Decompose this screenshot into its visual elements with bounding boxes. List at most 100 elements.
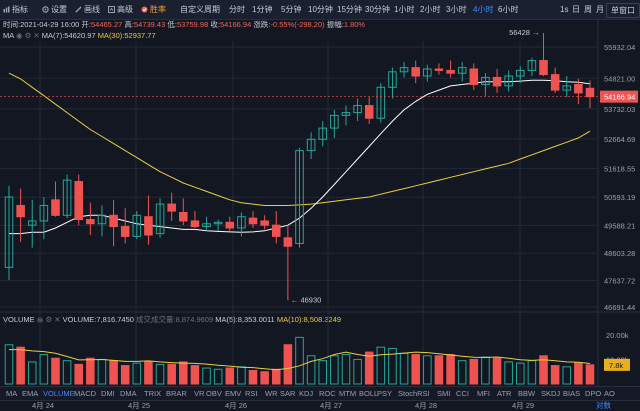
indicator-tab-vr[interactable]: VR [194,389,205,398]
price-tick-label: 47637.72 [604,276,635,285]
price-tick-label: 53732.03 [604,105,635,114]
period-day[interactable]: 日 [572,5,580,14]
volume-ma5-polyline [9,349,591,371]
indicator-tab-psy[interactable]: PSY [377,389,393,398]
indicator-tab-bias[interactable]: BIAS [563,389,581,398]
close-icon[interactable]: ✕ [33,31,40,40]
volume-bar [202,367,211,385]
eye-icon[interactable]: ◉ [15,31,23,40]
volume-bar [283,344,293,385]
period-tab-9[interactable]: 4小时 [473,5,494,14]
period-tab-0[interactable]: 分时 [229,5,245,14]
volume-bar [190,365,200,385]
indicator-tab-wr[interactable]: WR [265,389,278,398]
indicator-tab-boll[interactable]: BOLL [359,389,379,398]
indicator-tab-rsi[interactable]: RSI [245,389,258,398]
price-tick-label: 55932.04 [604,43,635,52]
time-value: 2021-04-29 16:00 [20,20,80,29]
indicator-tab-kdj[interactable]: KDJ [299,389,314,398]
gear-icon[interactable]: ⚙ [24,31,32,40]
price-tick-label: 54821.00 [604,74,635,83]
period-tab-2[interactable]: 5分钟 [281,5,302,14]
period-tab-7[interactable]: 2小时 [420,5,441,14]
volume-bar [295,336,304,385]
indicator-tab-atr[interactable]: ATR [497,389,512,398]
period-tab-8[interactable]: 3小时 [446,5,467,14]
indicator-tab-emv[interactable]: EMV [225,389,242,398]
indicator-tab-dmi[interactable]: DMI [101,389,115,398]
candle-body [167,203,176,212]
indicator-tab-skdj[interactable]: SKDJ [541,389,561,398]
candle-body [423,68,432,77]
volume-bar [527,360,537,385]
period-1s[interactable]: 1s [560,5,569,14]
candle-body [213,221,223,225]
volume-bar [585,364,595,385]
indicator-tab-stochrsi[interactable]: StochRSI [398,389,430,398]
current-price-badge [600,90,638,103]
volume-bar [260,371,269,385]
indicator-tab-sar[interactable]: SAR [280,389,296,398]
custom-period-button[interactable]: 自定义周期 [180,5,220,14]
volume-bar [516,362,525,385]
indicator-tab-dpo[interactable]: DPO [585,389,602,398]
candle-body [364,105,374,119]
price-chart[interactable]: 55932.04 54821.00 53732.03 52664.69 51618.55… [0,0,640,386]
ma7-legend: MA(7):54620.97 [41,31,96,40]
volume-bar [74,363,83,385]
indicator-icon [3,6,10,13]
open-value: 54465.27 [91,20,123,29]
close-label: 收: [210,20,220,29]
candle-body [120,226,130,237]
indicator-tab-mtm[interactable]: MTM [339,389,357,398]
indicator-tab-macd[interactable]: MACD [74,389,97,398]
indicator-tab-roc[interactable]: ROC [319,389,336,398]
period-week[interactable]: 周 [584,5,592,14]
volume-bar [562,366,572,385]
period-tab-6[interactable]: 1小时 [394,5,415,14]
candle-body [353,105,362,114]
indicator-button[interactable]: 指标 [3,3,28,16]
period-tab-3[interactable]: 10分钟 [308,5,333,14]
period-tab-1[interactable]: 1分钟 [252,5,273,14]
low-annotation: ← 46930 [291,295,321,304]
candle-body [481,76,490,85]
volume-bar [446,354,455,385]
volume-bar [179,361,188,385]
advanced-button[interactable]: 高级 [108,3,133,16]
settings-button[interactable]: 设置 [42,3,67,16]
close-icon[interactable]: ✕ [54,315,61,324]
indicator-tab-smi[interactable]: SMI [437,389,451,398]
indicator-tab-ao[interactable]: AO [604,389,615,398]
candle-body [144,216,153,236]
candle-body [190,220,200,228]
indicator-tab-dma[interactable]: DMA [120,389,137,398]
period-tab-10[interactable]: 6小时 [498,5,519,14]
candle-body [16,204,25,218]
period-tab-5[interactable]: 30分钟 [365,5,390,14]
period-month[interactable]: 月 [596,5,604,14]
indicator-tab-volume[interactable]: VOLUME [43,389,75,398]
indicator-tab-cci[interactable]: CCI [456,389,469,398]
indicator-tab-bbw[interactable]: BBW [518,389,536,398]
indicator-tab-obv[interactable]: OBV [206,389,222,398]
indicator-tab-mfi[interactable]: MFI [477,389,490,398]
volume-bar [27,361,37,385]
indicator-tab-trix[interactable]: TRIX [144,389,162,398]
time-label: 时间: [3,20,21,29]
volume-bar [248,370,258,385]
date-label-1: 4月 25 [128,401,151,410]
indicator-tab-ma[interactable]: MA [6,389,18,398]
volume-bar [4,344,14,385]
date-label-4: 4月 28 [415,401,438,410]
indicator-tab-ema[interactable]: EMA [22,389,39,398]
indicator-tab-brar[interactable]: BRAR [166,389,187,398]
gear-icon[interactable]: ⚙ [45,315,53,324]
winrate-button[interactable]: 胜率 [141,3,166,16]
draw-line-button[interactable]: 画线 [75,3,100,16]
period-tab-4[interactable]: 15分钟 [337,5,362,14]
volume-bar [155,363,165,385]
candle-body [411,67,420,77]
volume-bar [120,365,130,385]
log-scale-toggle[interactable]: 对数 [596,401,611,410]
